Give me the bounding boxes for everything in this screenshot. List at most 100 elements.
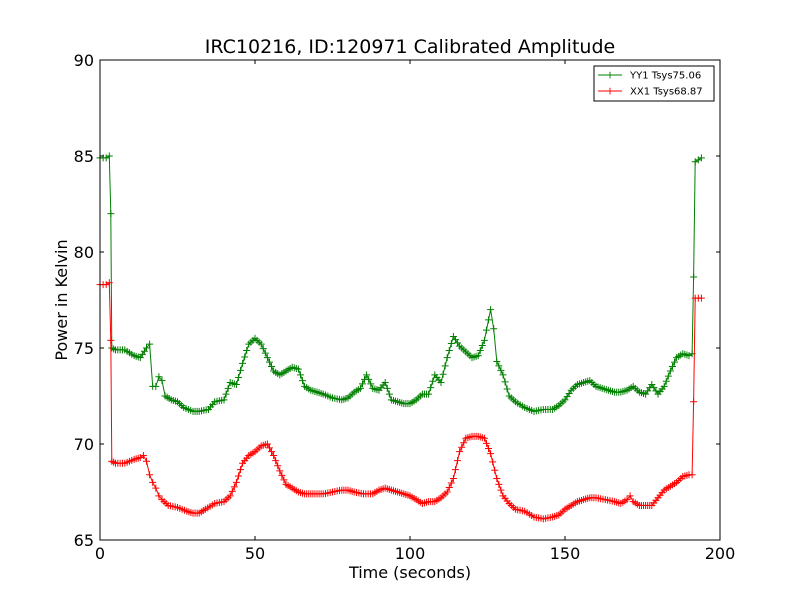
data-point bbox=[259, 345, 267, 353]
data-point bbox=[265, 358, 273, 366]
legend-label-xx1: XX1 Tsys68.87 bbox=[630, 87, 703, 98]
data-point bbox=[239, 359, 247, 367]
data-point bbox=[230, 483, 238, 491]
data-point bbox=[487, 450, 495, 458]
data-point bbox=[143, 344, 150, 352]
data-point bbox=[660, 382, 668, 390]
data-point bbox=[261, 349, 269, 357]
data-point bbox=[495, 362, 503, 370]
data-point bbox=[152, 484, 160, 492]
data-point bbox=[234, 472, 242, 480]
y-tick-label: 65 bbox=[74, 531, 94, 550]
data-point bbox=[690, 273, 698, 281]
data-point bbox=[363, 371, 371, 379]
data-point bbox=[489, 458, 497, 466]
data-point bbox=[429, 377, 437, 385]
data-point bbox=[274, 462, 282, 470]
data-point bbox=[499, 371, 507, 379]
data-point bbox=[697, 154, 705, 162]
data-point bbox=[447, 340, 455, 348]
data-point bbox=[220, 396, 228, 404]
data-point bbox=[460, 439, 468, 447]
data-point bbox=[232, 478, 240, 486]
legend-label-yy1: YY1 Tsys75.06 bbox=[629, 71, 701, 82]
data-point bbox=[276, 467, 284, 475]
data-point bbox=[456, 448, 464, 456]
data-point bbox=[427, 384, 435, 392]
y-tick-label: 90 bbox=[74, 51, 94, 70]
data-point bbox=[365, 375, 373, 383]
data-point bbox=[445, 347, 453, 355]
data-point bbox=[381, 379, 389, 387]
data-point bbox=[243, 347, 251, 355]
data-point bbox=[668, 363, 676, 371]
data-point bbox=[226, 492, 234, 500]
data-point bbox=[268, 363, 276, 371]
data-point bbox=[294, 365, 302, 373]
data-point bbox=[480, 336, 488, 344]
x-tick-label: 100 bbox=[395, 544, 426, 563]
data-point bbox=[155, 373, 163, 381]
legend-marker-yy1: + bbox=[605, 69, 614, 82]
data-point bbox=[482, 326, 490, 334]
data-point bbox=[143, 457, 150, 465]
x-axis-label: Time (seconds) bbox=[348, 563, 471, 582]
data-point bbox=[228, 487, 236, 495]
y-tick-label: 80 bbox=[74, 243, 94, 262]
data-point bbox=[152, 382, 160, 390]
data-point bbox=[385, 390, 393, 398]
data-point bbox=[497, 486, 505, 494]
data-point bbox=[146, 340, 154, 348]
data-point bbox=[299, 377, 307, 385]
x-tick-label: 150 bbox=[550, 544, 581, 563]
x-tick-label: 50 bbox=[245, 544, 265, 563]
plot-area bbox=[100, 60, 720, 540]
legend-box bbox=[593, 65, 715, 102]
data-point bbox=[149, 478, 157, 486]
data-point bbox=[485, 444, 493, 452]
ticks-layer: 0 50 100 150 200 65 70 75 80 85 90 bbox=[74, 51, 736, 563]
data-point bbox=[263, 354, 271, 362]
data-point bbox=[441, 362, 449, 370]
y-tick-label: 70 bbox=[74, 435, 94, 454]
data-point bbox=[224, 384, 232, 392]
data-point bbox=[237, 466, 245, 474]
y-tick-label: 75 bbox=[74, 339, 94, 358]
data-point bbox=[237, 366, 245, 374]
data-point bbox=[383, 384, 391, 392]
data-point bbox=[443, 488, 451, 496]
data-point bbox=[451, 466, 459, 474]
data-point bbox=[107, 210, 115, 218]
data-point bbox=[690, 398, 698, 406]
data-point bbox=[437, 379, 445, 387]
y-axis-label: Power in Kelvin bbox=[52, 239, 71, 360]
data-point bbox=[425, 390, 433, 398]
data-point bbox=[697, 294, 705, 302]
data-point bbox=[105, 152, 113, 160]
data-point bbox=[478, 341, 486, 349]
data-point bbox=[482, 439, 490, 447]
chart-title: IRC10216, ID:120971 Calibrated Amplitude bbox=[205, 36, 615, 58]
data-point bbox=[272, 457, 280, 465]
data-point bbox=[105, 279, 113, 287]
data-point bbox=[497, 366, 505, 374]
data-point bbox=[626, 492, 634, 500]
data-point bbox=[265, 444, 273, 452]
data-point bbox=[107, 336, 115, 344]
series-layer bbox=[96, 152, 705, 523]
data-point bbox=[263, 440, 271, 448]
data-point bbox=[158, 377, 166, 385]
data-point bbox=[491, 466, 499, 474]
data-point bbox=[296, 371, 304, 379]
data-point bbox=[358, 380, 366, 388]
data-point bbox=[443, 354, 451, 362]
data-point bbox=[487, 306, 495, 314]
legend: + YY1 Tsys75.06 + XX1 Tsys68.87 bbox=[593, 65, 715, 102]
data-point bbox=[458, 443, 466, 451]
series-yy1 bbox=[96, 152, 705, 415]
data-point bbox=[139, 452, 147, 460]
legend-marker-xx1: + bbox=[605, 85, 614, 98]
data-point bbox=[662, 377, 670, 385]
data-point bbox=[454, 457, 462, 465]
